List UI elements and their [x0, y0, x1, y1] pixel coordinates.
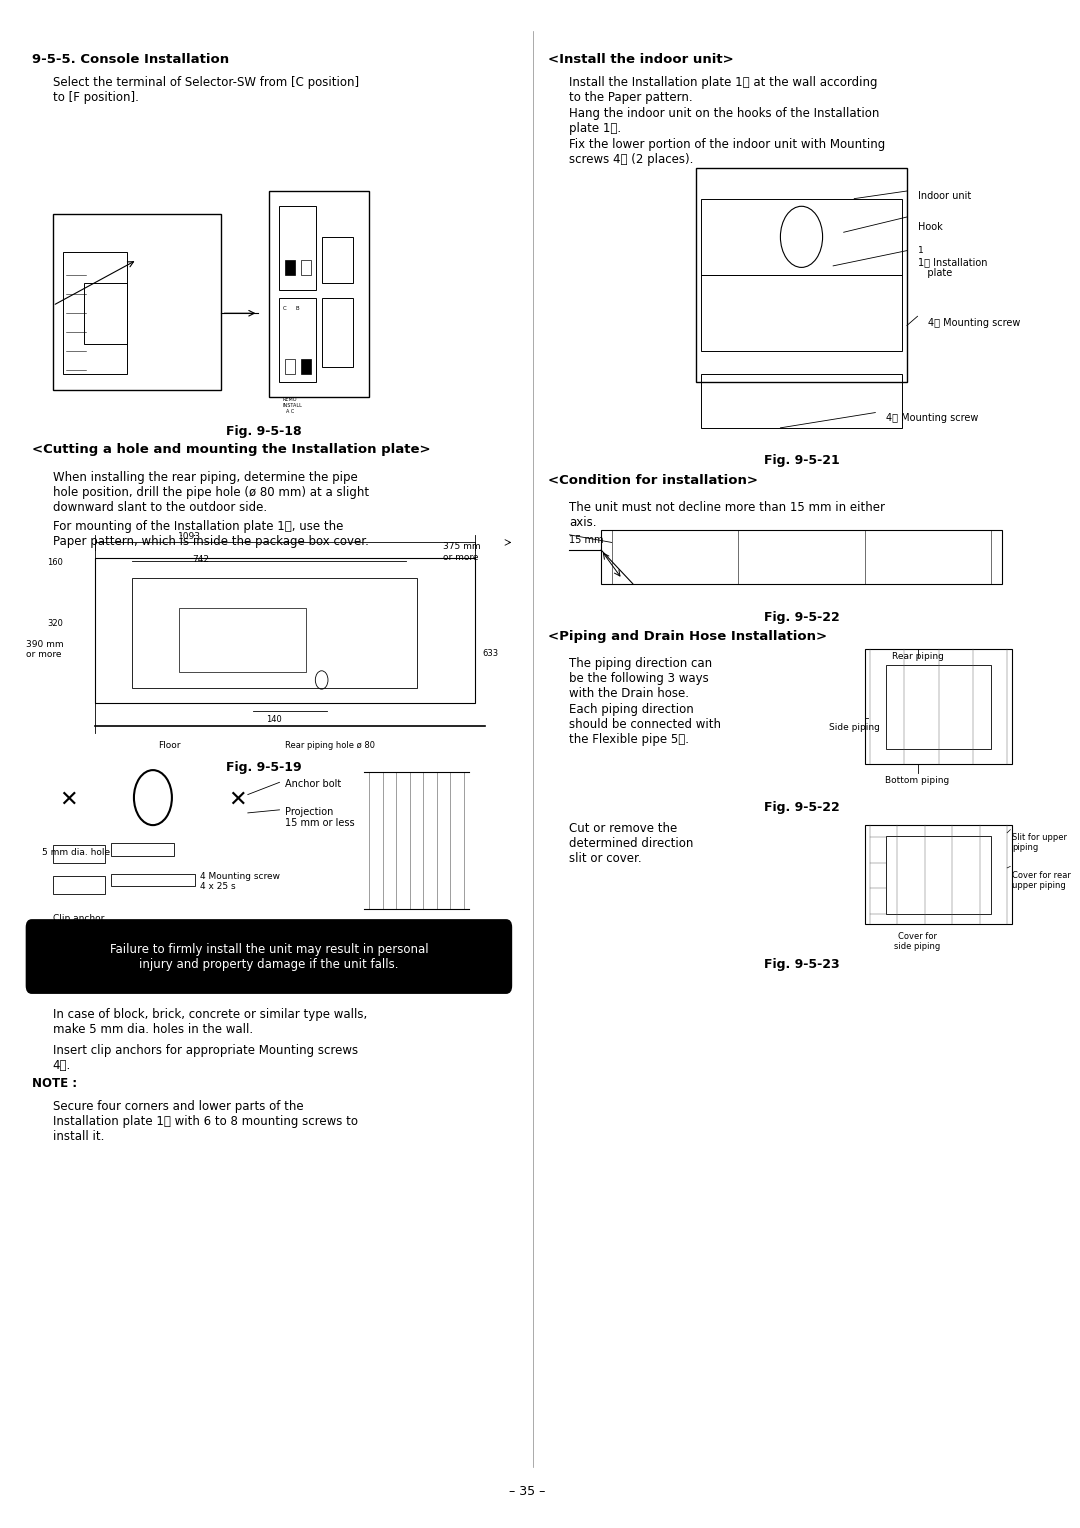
Text: Fix the lower portion of the indoor unit with Mounting
screws 4　 (2 places).: Fix the lower portion of the indoor unit… [569, 138, 886, 165]
Bar [111, 874, 195, 886]
Text: ✕: ✕ [228, 790, 246, 810]
Bar [322, 237, 353, 283]
Text: Hang the indoor unit on the hooks of the Installation
plate 1　.: Hang the indoor unit on the hooks of the… [569, 107, 880, 134]
Bar [269, 191, 369, 397]
Text: REMO
INSTALL
  A C: REMO INSTALL A C [283, 397, 302, 414]
Text: – 35 –: – 35 – [509, 1485, 545, 1499]
Bar [280, 298, 316, 382]
Text: 15 mm: 15 mm [569, 535, 604, 545]
Text: C: C [283, 306, 286, 310]
Text: Fig. 9-5-23: Fig. 9-5-23 [764, 958, 839, 972]
Text: 390 mm
or more: 390 mm or more [26, 640, 64, 659]
Text: ✕: ✕ [59, 790, 78, 810]
Bar [285, 359, 295, 374]
Bar [53, 214, 221, 390]
Text: Cover for rear
upper piping: Cover for rear upper piping [1012, 871, 1071, 891]
Text: <Condition for installation>: <Condition for installation> [549, 474, 758, 487]
Text: Clip anchor
(local parts): Clip anchor (local parts) [53, 914, 107, 934]
Bar [701, 199, 902, 275]
Bar [696, 168, 907, 382]
Text: In case of block, brick, concrete or similar type walls,
make 5 mm dia. holes in: In case of block, brick, concrete or sim… [53, 1008, 367, 1036]
Text: 160: 160 [48, 558, 64, 567]
Text: 140: 140 [267, 715, 282, 724]
Bar [84, 283, 126, 344]
Text: 4　 Mounting screw: 4 Mounting screw [928, 318, 1021, 329]
Text: 4 Mounting screw
4 x 25 s: 4 Mounting screw 4 x 25 s [201, 872, 281, 891]
Text: Anchor bolt: Anchor bolt [285, 779, 341, 790]
Text: Side piping: Side piping [828, 723, 880, 732]
Text: 320: 320 [48, 619, 64, 628]
Bar [111, 843, 174, 856]
Text: Bottom piping: Bottom piping [886, 776, 949, 785]
Text: <Piping and Drain Hose Installation>: <Piping and Drain Hose Installation> [549, 630, 827, 643]
Text: 5 mm dia. hole: 5 mm dia. hole [42, 848, 110, 857]
Text: Fig. 9-5-19: Fig. 9-5-19 [226, 761, 301, 775]
Bar [701, 374, 902, 428]
Bar [886, 836, 991, 914]
Text: Fig. 9-5-22: Fig. 9-5-22 [764, 801, 839, 814]
Text: Fig. 9-5-21: Fig. 9-5-21 [764, 454, 839, 468]
Text: B: B [295, 306, 299, 310]
Text: 4　 Mounting screw: 4 Mounting screw [886, 413, 978, 423]
Text: 9-5-5. Console Installation: 9-5-5. Console Installation [31, 53, 229, 67]
Text: 1　 Installation
   plate: 1 Installation plate [918, 257, 987, 278]
Text: Fig. 9-5-20: Fig. 9-5-20 [226, 940, 301, 953]
Bar [300, 359, 311, 374]
Text: The piping direction can
be the following 3 ways
with the Drain hose.: The piping direction can be the followin… [569, 657, 713, 700]
Bar [701, 275, 902, 351]
Bar [865, 649, 1012, 764]
Bar [886, 665, 991, 749]
Text: For mounting of the Installation plate 1　, use the
Paper pattern, which is insid: For mounting of the Installation plate 1… [53, 520, 368, 547]
Bar [865, 825, 1012, 924]
Bar [132, 578, 417, 688]
Bar [285, 260, 295, 275]
Text: Install the Installation plate 1　 at the wall according
to the Paper pattern.: Install the Installation plate 1 at the … [569, 76, 878, 104]
Text: Floor: Floor [158, 741, 180, 750]
Text: <Install the indoor unit>: <Install the indoor unit> [549, 53, 734, 67]
Text: 742: 742 [192, 555, 208, 564]
Text: Rear piping: Rear piping [892, 652, 944, 662]
Text: 633: 633 [483, 649, 499, 659]
Text: Secure four corners and lower parts of the
Installation plate 1　 with 6 to 8 mou: Secure four corners and lower parts of t… [53, 1100, 357, 1143]
Bar [53, 876, 106, 894]
Text: Select the terminal of Selector-SW from [C position]
to [F position].: Select the terminal of Selector-SW from … [53, 76, 359, 104]
Text: 1093: 1093 [178, 532, 201, 541]
Text: Failure to firmly install the unit may result in personal
injury and property da: Failure to firmly install the unit may r… [109, 943, 429, 970]
Bar [95, 558, 474, 703]
Bar [300, 260, 311, 275]
FancyBboxPatch shape [26, 920, 512, 993]
Text: 375 mm
or more: 375 mm or more [443, 542, 481, 562]
Text: Rear piping hole ø 80: Rear piping hole ø 80 [285, 741, 375, 750]
Bar [53, 845, 106, 863]
Text: Projection
15 mm or less: Projection 15 mm or less [285, 807, 354, 828]
Text: Each piping direction
should be connected with
the Flexible pipe 5　.: Each piping direction should be connecte… [569, 703, 721, 746]
Text: When installing the rear piping, determine the pipe
hole position, drill the pip: When installing the rear piping, determi… [53, 471, 369, 513]
Text: NOTE :: NOTE : [31, 1077, 77, 1091]
Text: Indoor unit: Indoor unit [918, 191, 971, 202]
Text: Slit for upper
piping: Slit for upper piping [1012, 833, 1067, 853]
Text: <Cutting a hole and mounting the Installation plate>: <Cutting a hole and mounting the Install… [31, 443, 430, 457]
Text: 1: 1 [918, 246, 923, 255]
Bar [602, 530, 1002, 584]
Bar [280, 206, 316, 290]
Bar [322, 298, 353, 367]
Bar [64, 252, 126, 374]
Text: Fig. 9-5-18: Fig. 9-5-18 [226, 425, 301, 439]
Text: The unit must not decline more than 15 mm in either
axis.: The unit must not decline more than 15 m… [569, 501, 886, 529]
Text: Fig. 9-5-22: Fig. 9-5-22 [764, 611, 839, 625]
Text: Insert clip anchors for appropriate Mounting screws
4　.: Insert clip anchors for appropriate Moun… [53, 1044, 357, 1071]
Bar [179, 608, 306, 672]
Text: Cut or remove the
determined direction
slit or cover.: Cut or remove the determined direction s… [569, 822, 693, 865]
Text: Cover for
side piping: Cover for side piping [894, 932, 941, 952]
Text: Hook: Hook [918, 222, 942, 232]
